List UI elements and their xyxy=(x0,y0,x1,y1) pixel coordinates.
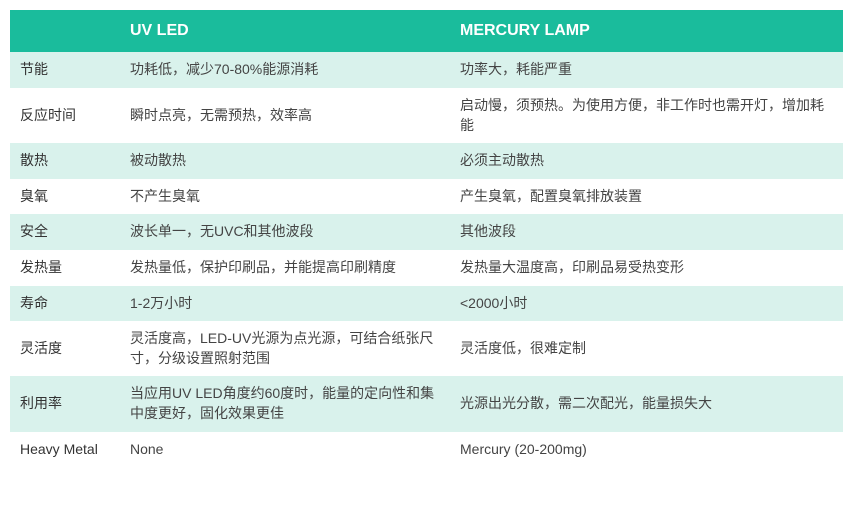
row-label: 臭氧 xyxy=(10,179,120,215)
row-label: 利用率 xyxy=(10,376,120,431)
header-mercury-lamp: MERCURY LAMP xyxy=(450,10,843,52)
row-mercury-lamp: 功率大，耗能严重 xyxy=(450,52,843,88)
comparison-table: UV LED MERCURY LAMP 节能功耗低，减少70-80%能源消耗功率… xyxy=(10,10,843,467)
row-uv-led: 瞬时点亮，无需预热，效率高 xyxy=(120,88,450,143)
table-row: 发热量发热量低，保护印刷品，并能提高印刷精度发热量大温度高，印刷品易受热变形 xyxy=(10,250,843,286)
table-row: 散热被动散热必须主动散热 xyxy=(10,143,843,179)
row-mercury-lamp: 灵活度低，很难定制 xyxy=(450,321,843,376)
table-body: 节能功耗低，减少70-80%能源消耗功率大，耗能严重反应时间瞬时点亮，无需预热，… xyxy=(10,52,843,467)
row-uv-led: 发热量低，保护印刷品，并能提高印刷精度 xyxy=(120,250,450,286)
row-uv-led: 灵活度高，LED-UV光源为点光源，可结合纸张尺寸，分级设置照射范围 xyxy=(120,321,450,376)
row-mercury-lamp: 其他波段 xyxy=(450,214,843,250)
row-mercury-lamp: 光源出光分散，需二次配光，能量损失大 xyxy=(450,376,843,431)
row-mercury-lamp: 发热量大温度高，印刷品易受热变形 xyxy=(450,250,843,286)
table-row: 节能功耗低，减少70-80%能源消耗功率大，耗能严重 xyxy=(10,52,843,88)
row-label: 发热量 xyxy=(10,250,120,286)
table-row: 灵活度灵活度高，LED-UV光源为点光源，可结合纸张尺寸，分级设置照射范围灵活度… xyxy=(10,321,843,376)
table-row: 寿命1-2万小时<2000小时 xyxy=(10,286,843,322)
row-label: 安全 xyxy=(10,214,120,250)
row-mercury-lamp: 启动慢，须预热。为使用方便，非工作时也需开灯，增加耗能 xyxy=(450,88,843,143)
row-uv-led: 1-2万小时 xyxy=(120,286,450,322)
row-uv-led: 不产生臭氧 xyxy=(120,179,450,215)
row-label: 灵活度 xyxy=(10,321,120,376)
row-label: 节能 xyxy=(10,52,120,88)
row-uv-led: 波长单一，无UVC和其他波段 xyxy=(120,214,450,250)
table-row: 安全波长单一，无UVC和其他波段其他波段 xyxy=(10,214,843,250)
row-label: 反应时间 xyxy=(10,88,120,143)
row-uv-led: 当应用UV LED角度约60度时，能量的定向性和集中度更好，固化效果更佳 xyxy=(120,376,450,431)
row-mercury-lamp: 必须主动散热 xyxy=(450,143,843,179)
row-label: Heavy Metal xyxy=(10,432,120,468)
table-row: 臭氧不产生臭氧产生臭氧，配置臭氧排放装置 xyxy=(10,179,843,215)
row-uv-led: None xyxy=(120,432,450,468)
row-uv-led: 被动散热 xyxy=(120,143,450,179)
table-header: UV LED MERCURY LAMP xyxy=(10,10,843,52)
row-label: 散热 xyxy=(10,143,120,179)
row-uv-led: 功耗低，减少70-80%能源消耗 xyxy=(120,52,450,88)
table-row: 利用率当应用UV LED角度约60度时，能量的定向性和集中度更好，固化效果更佳光… xyxy=(10,376,843,431)
row-mercury-lamp: Mercury (20-200mg) xyxy=(450,432,843,468)
row-mercury-lamp: 产生臭氧，配置臭氧排放装置 xyxy=(450,179,843,215)
header-uv-led: UV LED xyxy=(120,10,450,52)
table-row: Heavy MetalNoneMercury (20-200mg) xyxy=(10,432,843,468)
row-label: 寿命 xyxy=(10,286,120,322)
row-mercury-lamp: <2000小时 xyxy=(450,286,843,322)
table-row: 反应时间瞬时点亮，无需预热，效率高启动慢，须预热。为使用方便，非工作时也需开灯，… xyxy=(10,88,843,143)
header-empty xyxy=(10,10,120,52)
